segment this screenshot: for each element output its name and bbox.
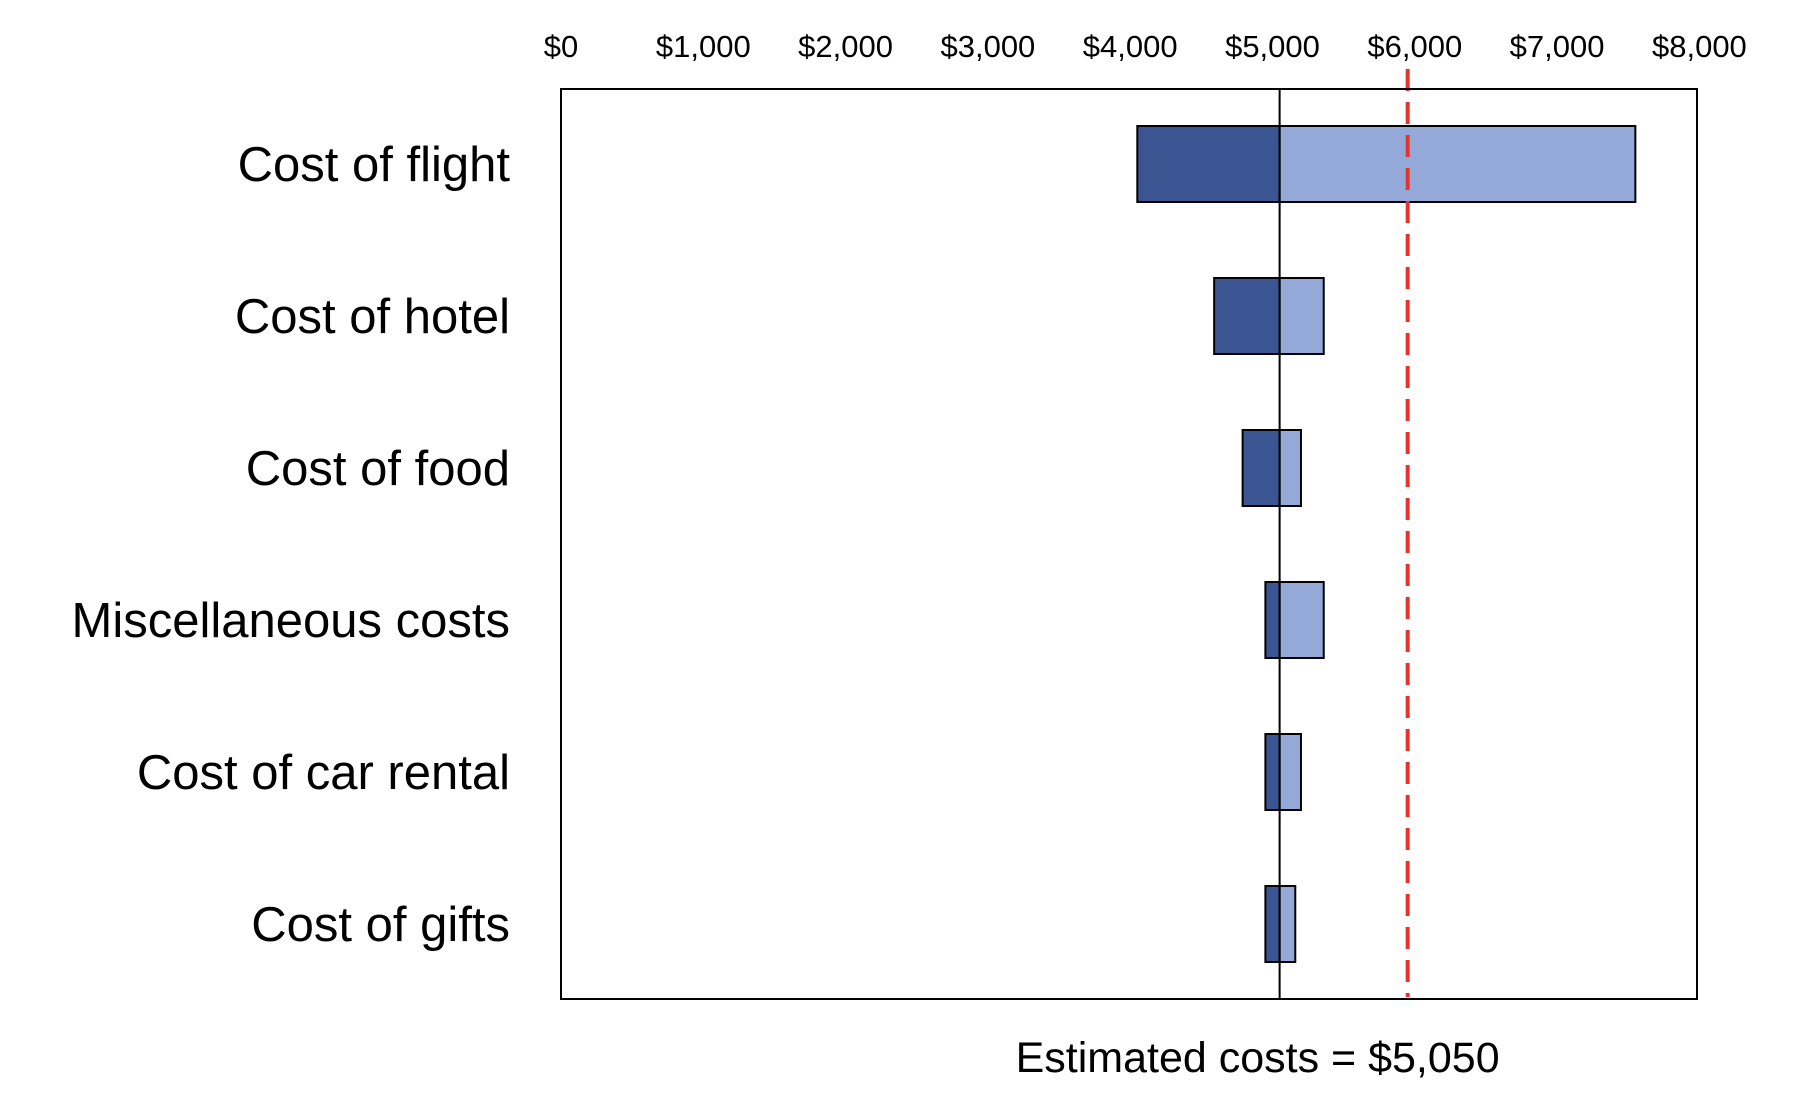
category-label: Miscellaneous costs	[72, 594, 510, 648]
bar-low	[1264, 885, 1281, 963]
x-tick-label: $1,000	[656, 29, 751, 64]
bar-high	[1278, 125, 1637, 203]
bar-high	[1278, 581, 1325, 659]
estimated-costs-label: Estimated costs = $5,050	[1016, 1034, 1500, 1082]
x-tick-label: $8,000	[1652, 29, 1747, 64]
x-tick-label: $3,000	[940, 29, 1035, 64]
x-tick-label: $4,000	[1083, 29, 1178, 64]
bar-low	[1241, 429, 1281, 507]
category-label: Cost of food	[246, 442, 510, 496]
x-tick-label: $6,000	[1367, 29, 1462, 64]
plot-area-frame	[560, 88, 1698, 1000]
category-label: Cost of car rental	[137, 746, 510, 800]
bar-high	[1278, 429, 1302, 507]
category-label: Cost of hotel	[235, 290, 510, 344]
category-label: Cost of flight	[238, 138, 511, 192]
x-tick-label: $5,000	[1225, 29, 1320, 64]
bar-low	[1136, 125, 1281, 203]
x-tick-label: $7,000	[1510, 29, 1605, 64]
bars	[1136, 125, 1637, 963]
x-tick-label: $2,000	[798, 29, 893, 64]
bar-high	[1278, 885, 1297, 963]
bar-low	[1264, 581, 1281, 659]
bar-high	[1278, 733, 1302, 811]
x-axis-ticks: $0 $1,000 $2,000 $3,000 $4,000 $5,000 $6,000 $7…	[544, 29, 1747, 64]
x-tick-label: $0	[544, 29, 578, 64]
category-labels: Cost of flight Cost of hotel Cost of food M…	[72, 138, 511, 952]
category-label: Cost of gifts	[251, 898, 510, 952]
bar-low	[1213, 277, 1281, 355]
bar-low	[1264, 733, 1281, 811]
bar-high	[1278, 277, 1325, 355]
